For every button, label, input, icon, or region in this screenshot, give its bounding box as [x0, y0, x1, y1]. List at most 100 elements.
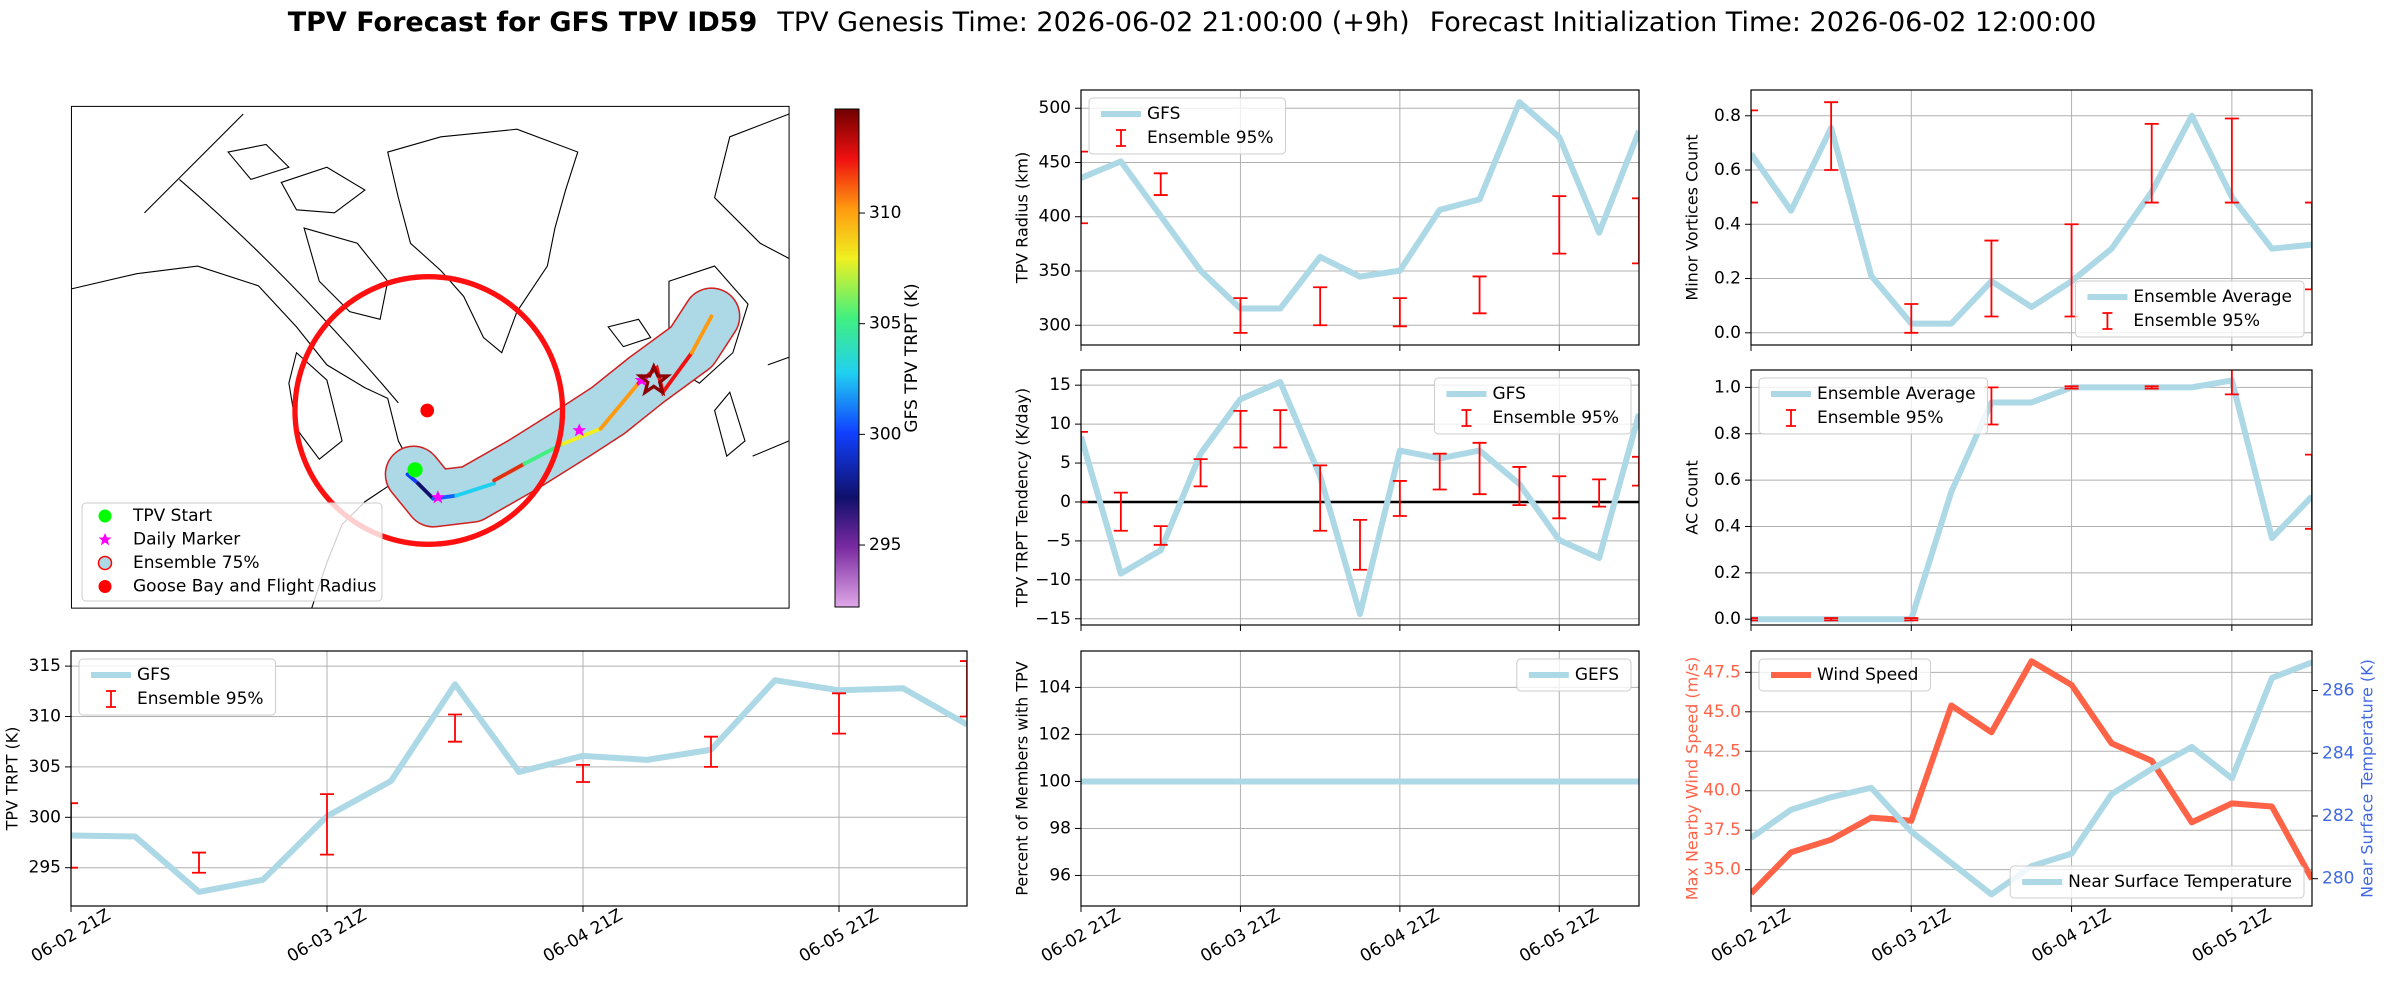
- error-bar: [1392, 480, 1407, 517]
- legend-label: GFS: [1147, 104, 1180, 124]
- error-bar: [1751, 109, 1758, 204]
- error-bar: [1153, 172, 1168, 196]
- x-tick-label: 06-02 21Z: [28, 905, 114, 966]
- plot-frame: [1750, 369, 2313, 626]
- error-bar: [1193, 458, 1208, 488]
- colorbar: [834, 108, 860, 608]
- x-tick-label: 06-05 21Z: [1516, 905, 1602, 966]
- colorbar-tick-label: 305: [869, 314, 901, 334]
- coastline: [228, 144, 388, 319]
- legend-label: Ensemble 75%: [133, 553, 260, 573]
- legend-key: [1116, 129, 1126, 147]
- y-axis-label: TPV TRPT (K): [3, 727, 22, 832]
- legend-label: Ensemble Average: [1817, 384, 1976, 404]
- plot-frame: [1080, 369, 1640, 626]
- y-tick-label: 1.0: [1714, 377, 1741, 397]
- y-tick-label: 104: [1039, 677, 1071, 697]
- y-tick-label: 295: [29, 858, 61, 878]
- y-tick-label: 35.0: [1703, 860, 1741, 880]
- series-line: [1751, 112, 2312, 327]
- y-tick-label: 500: [1039, 98, 1071, 118]
- flight-radius: [292, 274, 566, 547]
- legend-box: [81, 502, 383, 602]
- y-tick-label: 0.6: [1714, 160, 1741, 180]
- legend-box: [2074, 280, 2305, 338]
- tpv-start: [407, 462, 423, 478]
- y-tick-label: 400: [1039, 207, 1071, 227]
- legend-label: GFS: [137, 665, 170, 685]
- legend-label: Ensemble Average: [2133, 287, 2292, 307]
- daily-markers: [431, 373, 649, 504]
- y-tick-label: 0.0: [1714, 609, 1741, 629]
- plot-frame: [1080, 650, 1640, 907]
- error-bar: [2224, 370, 2239, 396]
- legend: Wind Speed: [1758, 658, 1931, 692]
- y-tick-label: −15: [1035, 609, 1071, 629]
- x-tick-label: 06-04 21Z: [1357, 905, 1443, 966]
- series-layer: [1081, 379, 1639, 618]
- y-tick-label: 42.5: [1703, 741, 1741, 761]
- error-bar: [1313, 286, 1328, 327]
- y-axis-label: TPV Radius (km): [1013, 152, 1032, 285]
- legend: Ensemble Average Ensemble 95%: [1758, 377, 1989, 435]
- x-tick-label: 06-02 21Z: [1708, 905, 1794, 966]
- y-tick-label: 300: [1039, 315, 1071, 335]
- error-bar: [2144, 123, 2159, 204]
- title-name: TPV Forecast for GFS TPV ID59: [288, 7, 758, 38]
- series-line: [1081, 379, 1639, 618]
- y-tick-label: 100: [1039, 771, 1071, 791]
- legend-label: Wind Speed: [1817, 665, 1918, 685]
- y-tick-label: 0.8: [1714, 424, 1741, 444]
- y-tick-label: 305: [29, 757, 61, 777]
- error-bar: [2305, 453, 2312, 530]
- y-tick-label: −10: [1035, 570, 1071, 590]
- legend: Ensemble Average Ensemble 95%: [2074, 280, 2305, 338]
- error-bar: [1632, 455, 1639, 487]
- y-tick-label: 45.0: [1703, 702, 1741, 722]
- legend-marker: [98, 580, 112, 593]
- y-tick-label: 0.4: [1714, 214, 1741, 234]
- error-bar: [1904, 303, 1919, 334]
- plot-frame: [70, 650, 968, 907]
- plot-frame: [1080, 89, 1640, 346]
- error-bar: [2144, 385, 2159, 390]
- legend-key: [1461, 409, 1472, 427]
- y-axis-label: Max Nearby Wind Speed (m/s): [1683, 657, 1702, 900]
- map-frame: [71, 106, 789, 608]
- y-axis-label: TPV TRPT Tendency (K/day): [1013, 388, 1032, 608]
- y-tick-label: 15: [1049, 375, 1071, 395]
- error-bar: [2224, 117, 2239, 204]
- x-tick-label: 06-05 21Z: [2189, 905, 2275, 966]
- x-tick-label: 06-03 21Z: [284, 905, 370, 966]
- y2-axis-label: Near Surface Temperature (K): [2358, 659, 2377, 898]
- y-axis-label: AC Count: [1683, 460, 1702, 534]
- x-tick-label: 06-03 21Z: [1197, 905, 1283, 966]
- error-bar: [1233, 409, 1248, 449]
- y-tick-label: 96: [1049, 865, 1071, 885]
- legend-label: Ensemble 95%: [1147, 128, 1274, 148]
- legend-marker: [97, 555, 113, 571]
- colorbar-tick-label: 300: [869, 424, 901, 444]
- error-bar: [1632, 197, 1639, 265]
- error-bar: [1824, 617, 1839, 622]
- coastline: [608, 114, 789, 456]
- y-tick-label: 450: [1039, 152, 1071, 172]
- error-bar: [832, 692, 846, 735]
- y-tick-label: 98: [1049, 818, 1071, 838]
- y-tick-label: 102: [1039, 724, 1071, 744]
- coastline: [289, 353, 342, 459]
- error-bar: [1552, 195, 1567, 255]
- title-init: Forecast Initialization Time: 2026-06-02…: [1430, 7, 2097, 38]
- legend-label: Ensemble 95%: [1817, 408, 1944, 428]
- legend-label: Daily Marker: [133, 530, 240, 550]
- y-tick-label: 0.0: [1714, 323, 1741, 343]
- error-bar: [1313, 464, 1328, 532]
- series-layer: [1081, 99, 1639, 334]
- y-tick-label: 0.8: [1714, 106, 1741, 126]
- error-bar: [1512, 466, 1527, 506]
- legend-key: [2102, 312, 2113, 330]
- error-bar: [320, 793, 334, 856]
- y-tick-label: 315: [29, 656, 61, 676]
- plot-frame: [1750, 89, 2313, 346]
